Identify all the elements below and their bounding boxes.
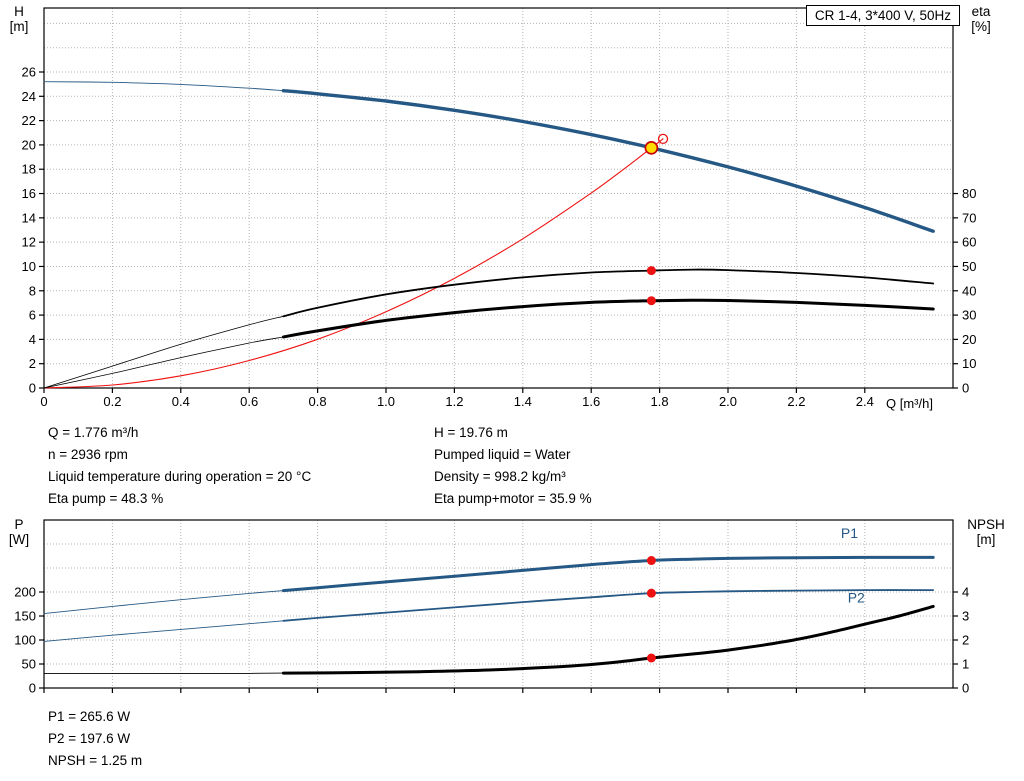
svg-text:10: 10 bbox=[22, 259, 36, 274]
svg-text:22: 22 bbox=[22, 113, 36, 128]
p2-value-text: P2 = 197.6 W bbox=[48, 731, 131, 746]
duty-flow-text: Q = 1.776 m³/h bbox=[48, 425, 139, 440]
npsh-curve bbox=[43, 672, 284, 675]
series-label-p2: P2 bbox=[848, 590, 865, 606]
svg-text:200: 200 bbox=[14, 585, 36, 600]
svg-text:1.2: 1.2 bbox=[445, 394, 463, 409]
svg-text:0: 0 bbox=[29, 381, 36, 396]
eta-pump-point bbox=[646, 266, 656, 276]
svg-text:4: 4 bbox=[962, 585, 969, 600]
q-axis-title: Q [m³/h] bbox=[886, 396, 933, 411]
svg-text:30: 30 bbox=[962, 308, 976, 323]
svg-text:1.8: 1.8 bbox=[651, 394, 669, 409]
svg-text:2.2: 2.2 bbox=[787, 394, 805, 409]
svg-text:24: 24 bbox=[22, 89, 36, 104]
svg-text:14: 14 bbox=[22, 210, 36, 225]
head-axis-title: H [m] bbox=[9, 4, 29, 34]
npsh-curve bbox=[281, 604, 935, 675]
power-info: P1 = 265.6 W P2 = 197.6 W NPSH = 1.25 m bbox=[48, 706, 142, 772]
svg-text:20: 20 bbox=[962, 332, 976, 347]
p2-curve bbox=[43, 620, 284, 642]
svg-text:0: 0 bbox=[40, 394, 47, 409]
eta-pump-curve bbox=[43, 315, 284, 389]
chart-0: 0246810121416182022242601020304050607080… bbox=[22, 7, 976, 409]
eta-pump-motor-point bbox=[646, 296, 656, 306]
duty-info-right: H = 19.76 m Pumped liquid = Water Densit… bbox=[434, 422, 592, 510]
duty-head-text: H = 19.76 m bbox=[434, 425, 508, 440]
svg-text:1.6: 1.6 bbox=[582, 394, 600, 409]
duty-point[interactable] bbox=[644, 140, 659, 155]
svg-text:12: 12 bbox=[22, 235, 36, 250]
p1-point bbox=[646, 556, 656, 566]
duty-temperature-text: Liquid temperature during operation = 20… bbox=[48, 469, 312, 484]
p2-point bbox=[646, 588, 656, 598]
eta-pump-motor-curve bbox=[43, 336, 284, 389]
svg-text:18: 18 bbox=[22, 162, 36, 177]
svg-text:0: 0 bbox=[29, 681, 36, 696]
svg-text:1.4: 1.4 bbox=[514, 394, 532, 409]
svg-text:2.0: 2.0 bbox=[719, 394, 737, 409]
svg-text:0.4: 0.4 bbox=[172, 394, 190, 409]
series-label-p1: P1 bbox=[841, 525, 858, 541]
duty-speed-text: n = 2936 rpm bbox=[48, 447, 128, 462]
svg-text:0.2: 0.2 bbox=[103, 394, 121, 409]
npsh-point bbox=[646, 653, 656, 663]
svg-text:1: 1 bbox=[962, 657, 969, 672]
svg-text:2.4: 2.4 bbox=[856, 394, 874, 409]
eta-pump-curve bbox=[282, 268, 935, 318]
pump-model-label: CR 1-4, 3*400 V, 50Hz bbox=[805, 5, 960, 26]
chart-1: 0 50 100 150 200 0 1 2 3 4 P1 P2 bbox=[14, 519, 969, 696]
power-axis-title: P [W] bbox=[8, 517, 30, 547]
svg-text:20: 20 bbox=[22, 137, 36, 152]
p1-value-text: P1 = 265.6 W bbox=[48, 709, 131, 724]
p2-curve bbox=[282, 589, 935, 622]
duty-info-left: Q = 1.776 m³/h n = 2936 rpm Liquid tempe… bbox=[48, 422, 311, 510]
svg-text:2: 2 bbox=[29, 356, 36, 371]
eta-pump-motor-curve bbox=[281, 298, 935, 339]
duty-eta-total-text: Eta pump+motor = 35.9 % bbox=[434, 491, 592, 506]
head-curve bbox=[281, 89, 935, 233]
svg-text:8: 8 bbox=[29, 283, 36, 298]
svg-text:16: 16 bbox=[22, 186, 36, 201]
npsh-value-text: NPSH = 1.25 m bbox=[48, 753, 143, 768]
duty-point-open bbox=[657, 133, 669, 144]
svg-text:26: 26 bbox=[22, 65, 36, 80]
svg-text:70: 70 bbox=[962, 210, 976, 225]
duty-eta-pump-text: Eta pump = 48.3 % bbox=[48, 491, 164, 506]
svg-text:60: 60 bbox=[962, 235, 976, 250]
svg-text:80: 80 bbox=[962, 186, 976, 201]
svg-text:1.0: 1.0 bbox=[377, 394, 395, 409]
p1-curve bbox=[281, 555, 935, 593]
svg-text:10: 10 bbox=[962, 356, 976, 371]
svg-text:0.8: 0.8 bbox=[309, 394, 327, 409]
system-curve bbox=[43, 138, 664, 389]
svg-text:100: 100 bbox=[14, 633, 36, 648]
npsh-axis-title: NPSH [m] bbox=[967, 517, 1005, 547]
svg-text:0: 0 bbox=[962, 381, 969, 396]
eta-axis-title: eta [%] bbox=[971, 4, 991, 34]
p1-curve bbox=[43, 590, 284, 615]
head-curve bbox=[43, 81, 284, 92]
svg-text:6: 6 bbox=[29, 308, 36, 323]
svg-text:0.6: 0.6 bbox=[240, 394, 258, 409]
svg-text:4: 4 bbox=[29, 332, 36, 347]
duty-density-text: Density = 998.2 kg/m³ bbox=[434, 469, 566, 484]
svg-text:3: 3 bbox=[962, 609, 969, 624]
svg-text:50: 50 bbox=[22, 657, 36, 672]
svg-text:50: 50 bbox=[962, 259, 976, 274]
svg-text:0: 0 bbox=[962, 681, 969, 696]
svg-text:40: 40 bbox=[962, 283, 976, 298]
duty-liquid-text: Pumped liquid = Water bbox=[434, 447, 571, 462]
svg-text:2: 2 bbox=[962, 633, 969, 648]
svg-text:150: 150 bbox=[14, 609, 36, 624]
